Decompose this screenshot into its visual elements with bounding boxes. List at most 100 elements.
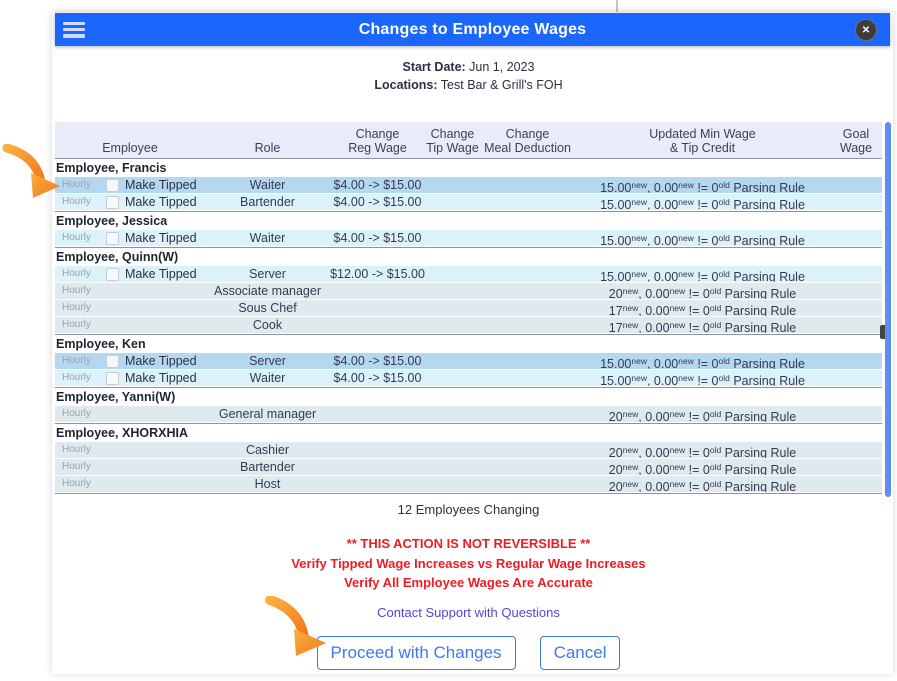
table-row: Hourly Make Tipped Waiter $4.00 -> $15.00 15… bbox=[55, 177, 882, 193]
meal-deduction-cell bbox=[480, 476, 575, 492]
wage-changes-table: Employee Role Change Reg Wage Change Tip… bbox=[55, 122, 882, 494]
tip-wage-cell bbox=[425, 230, 480, 246]
meal-deduction-cell bbox=[480, 283, 575, 299]
col-goal-wage: Goal Wage bbox=[839, 127, 873, 155]
employee-cell: Hourly bbox=[55, 476, 205, 492]
role-cell: Waiter bbox=[249, 371, 286, 385]
tip-wage-cell bbox=[425, 266, 480, 282]
modal-titlebar: Changes to Employee Wages ✕ bbox=[55, 13, 890, 46]
make-tipped-checkbox[interactable] bbox=[106, 195, 119, 209]
make-tipped-label: Make Tipped bbox=[125, 231, 197, 245]
reg-wage-cell bbox=[330, 283, 425, 299]
col-role: Role bbox=[254, 141, 281, 155]
employee-cell: Hourly bbox=[55, 459, 205, 475]
table-row: Hourly Bartender 20new, 0.00new != 0old Pa… bbox=[55, 459, 882, 475]
table-row: Hourly Sous Chef 17new, 0.00new != 0old Pa… bbox=[55, 300, 882, 316]
hourly-label: Hourly bbox=[62, 302, 91, 313]
min-wage-cell: 20new, 0.00new != 0old Parsing Rule bbox=[608, 409, 797, 422]
meal-deduction-cell bbox=[480, 353, 575, 369]
contact-support-link[interactable]: Contact Support with Questions bbox=[377, 605, 560, 620]
start-date-value: Jun 1, 2023 bbox=[465, 60, 535, 74]
hourly-label: Hourly bbox=[62, 268, 91, 279]
make-tipped-checkbox[interactable] bbox=[106, 371, 119, 385]
col-change-meal-deduction: Change Meal Deduction bbox=[484, 127, 571, 155]
proceed-button[interactable]: Proceed with Changes bbox=[316, 636, 516, 670]
tip-wage-cell bbox=[425, 459, 480, 475]
col-change-reg-wage: Change Reg Wage bbox=[348, 127, 407, 155]
employees-changing-count: 12 Employees Changing bbox=[397, 502, 540, 517]
employee-group: Employee, Jessica Hourly Make Tipped Waiter… bbox=[55, 212, 882, 248]
min-wage-cell: 20new, 0.00new != 0old Parsing Rule bbox=[608, 445, 797, 458]
reg-wage-cell: $4.00 -> $15.00 bbox=[333, 354, 422, 368]
goal-wage-cell bbox=[830, 194, 882, 210]
meal-deduction-cell bbox=[480, 266, 575, 282]
make-tipped-checkbox[interactable] bbox=[106, 267, 119, 281]
table-scrollbar[interactable] bbox=[885, 122, 891, 497]
tip-wage-cell bbox=[425, 317, 480, 333]
goal-wage-cell bbox=[830, 317, 882, 333]
meal-deduction-cell bbox=[480, 317, 575, 333]
menu-icon[interactable] bbox=[63, 21, 85, 38]
close-icon[interactable]: ✕ bbox=[855, 19, 877, 41]
goal-wage-cell bbox=[830, 300, 882, 316]
hourly-label: Hourly bbox=[62, 372, 91, 383]
reg-wage-cell: $4.00 -> $15.00 bbox=[333, 178, 422, 192]
reg-wage-cell: $4.00 -> $15.00 bbox=[333, 371, 422, 385]
meal-deduction-cell bbox=[480, 230, 575, 246]
make-tipped-label: Make Tipped bbox=[125, 178, 197, 192]
min-wage-cell: 15.00new, 0.00new != 0old Parsing Rule bbox=[600, 197, 805, 210]
meal-deduction-cell bbox=[480, 370, 575, 386]
hourly-label: Hourly bbox=[62, 478, 91, 489]
role-cell: Host bbox=[254, 477, 281, 491]
min-wage-cell: 15.00new, 0.00new != 0old Parsing Rule bbox=[600, 373, 805, 386]
employee-group-name: Employee, XHORXHIA bbox=[55, 424, 882, 442]
start-date-label: Start Date: bbox=[402, 60, 466, 74]
cancel-button[interactable]: Cancel bbox=[539, 636, 621, 670]
reg-wage-cell bbox=[330, 300, 425, 316]
make-tipped-checkbox[interactable] bbox=[106, 231, 119, 245]
table-row: Hourly Make Tipped Server $4.00 -> $15.00 15… bbox=[55, 353, 882, 369]
goal-wage-cell bbox=[830, 406, 882, 422]
wage-table-body: Employee, Francis Hourly Make Tipped Waiter… bbox=[55, 159, 882, 494]
table-row: Hourly Make Tipped Server $12.00 -> $15.00 1… bbox=[55, 266, 882, 282]
page-artifact-line bbox=[616, 0, 618, 12]
role-cell: Bartender bbox=[240, 460, 295, 474]
meal-deduction-cell bbox=[480, 459, 575, 475]
role-cell: General manager bbox=[218, 407, 317, 421]
reg-wage-cell bbox=[330, 442, 425, 458]
col-change-tip-wage: Change Tip Wage bbox=[426, 127, 479, 155]
modal-info: Start Date: Jun 1, 2023 Locations: Test … bbox=[55, 58, 882, 94]
min-wage-cell: 15.00new, 0.00new != 0old Parsing Rule bbox=[600, 269, 805, 282]
table-row: Hourly Make Tipped Waiter $4.00 -> $15.00 15… bbox=[55, 230, 882, 246]
employee-group-name: Employee, Francis bbox=[55, 159, 882, 177]
reg-wage-cell: $4.00 -> $15.00 bbox=[333, 231, 422, 245]
hourly-label: Hourly bbox=[62, 461, 91, 472]
role-cell: Bartender bbox=[240, 195, 295, 209]
table-header-row: Employee Role Change Reg Wage Change Tip… bbox=[55, 122, 882, 159]
table-row: Hourly Cashier 20new, 0.00new != 0old Pars… bbox=[55, 442, 882, 458]
employee-cell: Hourly Make Tipped bbox=[55, 194, 205, 210]
table-row: Hourly Make Tipped Bartender $4.00 -> $15.0… bbox=[55, 194, 882, 210]
hourly-label: Hourly bbox=[62, 285, 91, 296]
make-tipped-checkbox[interactable] bbox=[106, 178, 119, 192]
min-wage-cell: 15.00new, 0.00new != 0old Parsing Rule bbox=[600, 233, 805, 246]
meal-deduction-cell bbox=[480, 406, 575, 422]
goal-wage-cell bbox=[830, 353, 882, 369]
tip-wage-cell bbox=[425, 406, 480, 422]
hourly-label: Hourly bbox=[62, 444, 91, 455]
tip-wage-cell bbox=[425, 353, 480, 369]
goal-wage-cell bbox=[830, 442, 882, 458]
goal-wage-cell bbox=[830, 283, 882, 299]
min-wage-cell: 17new, 0.00new != 0old Parsing Rule bbox=[608, 320, 797, 333]
table-row: Hourly Host 20new, 0.00new != 0old Parsing… bbox=[55, 476, 882, 492]
employee-cell: Hourly Make Tipped bbox=[55, 266, 205, 282]
employee-group: Employee, Francis Hourly Make Tipped Waiter… bbox=[55, 159, 882, 212]
tip-wage-cell bbox=[425, 300, 480, 316]
make-tipped-checkbox[interactable] bbox=[106, 354, 119, 368]
employee-cell: Hourly bbox=[55, 406, 205, 422]
goal-wage-cell bbox=[830, 476, 882, 492]
reg-wage-cell bbox=[330, 476, 425, 492]
meal-deduction-cell bbox=[480, 442, 575, 458]
min-wage-cell: 15.00new, 0.00new != 0old Parsing Rule bbox=[600, 356, 805, 369]
min-wage-cell: 20new, 0.00new != 0old Parsing Rule bbox=[608, 462, 797, 475]
